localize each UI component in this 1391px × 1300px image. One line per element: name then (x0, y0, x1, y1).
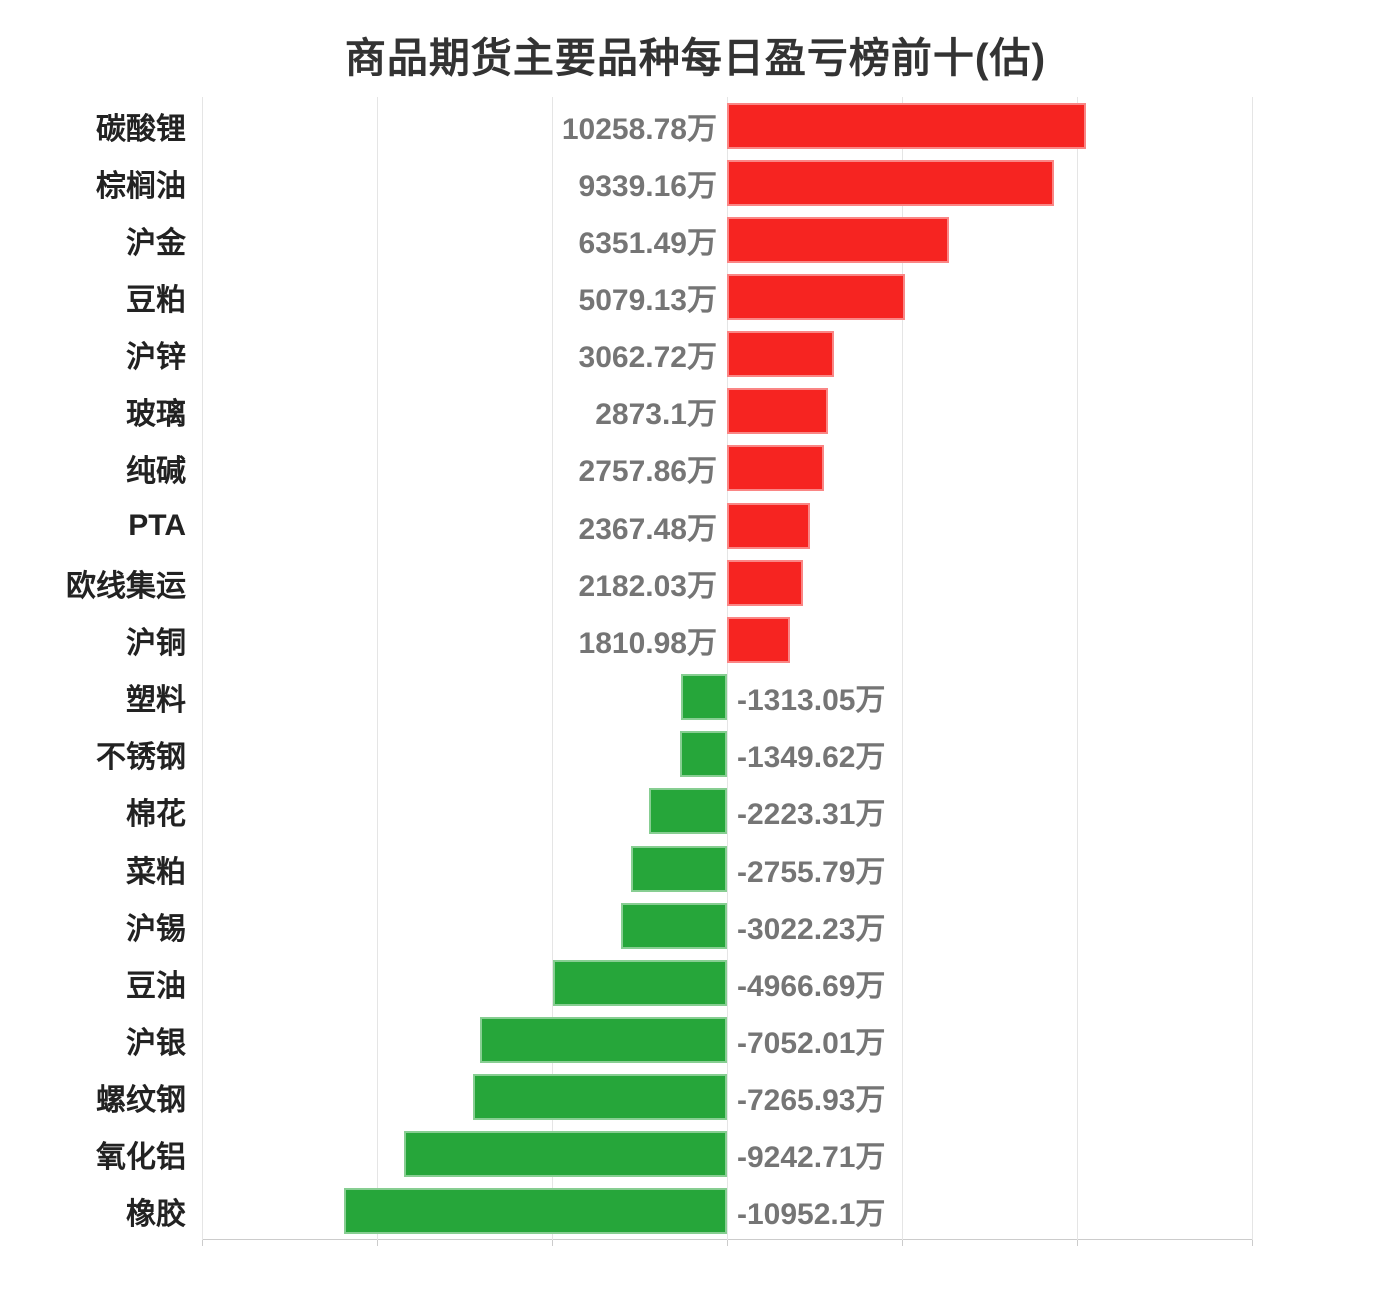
value-label: 2367.48万 (578, 512, 717, 546)
bar-negative[interactable] (480, 1016, 727, 1063)
x-axis-tick (1077, 1240, 1078, 1246)
bar-positive[interactable] (727, 274, 905, 320)
category-label: 碳酸锂 (96, 112, 186, 146)
bar-positive[interactable] (727, 388, 828, 435)
bar-row: 纯碱 2757.86万 (126, 440, 1252, 497)
bar-row: 不锈钢 -1349.62万 (96, 726, 1252, 783)
value-label: -7265.93万 (737, 1084, 886, 1118)
bar-row: 棉花 -2223.31万 (126, 783, 1252, 840)
bar-negative[interactable] (343, 1188, 727, 1235)
value-label: 2182.03万 (578, 569, 717, 603)
value-label: 10258.78万 (561, 112, 717, 146)
category-label: 菜粕 (126, 855, 186, 889)
x-axis-tick (727, 1240, 728, 1246)
bar-row: 沪铜 1810.98万 (126, 611, 1252, 668)
category-label: 豆油 (126, 969, 186, 1003)
gridline (727, 97, 728, 1240)
category-label: 氧化铝 (96, 1141, 186, 1175)
category-label: 橡胶 (126, 1198, 186, 1232)
value-label: 2873.1万 (595, 398, 717, 432)
bar-positive[interactable] (727, 102, 1087, 149)
bar-positive[interactable] (727, 559, 804, 606)
category-label: PTA (128, 508, 186, 542)
bar-negative[interactable] (630, 845, 727, 892)
value-label: -7052.01万 (737, 1026, 886, 1060)
bar-row: 欧线集运 2182.03万 (66, 554, 1252, 611)
bar-positive[interactable] (727, 216, 950, 263)
x-axis-tick (902, 1240, 903, 1246)
value-label: -2223.31万 (737, 798, 886, 832)
bar-positive[interactable] (727, 331, 835, 378)
bar-negative[interactable] (681, 674, 727, 721)
bar-row: 沪锌 3062.72万 (126, 326, 1252, 383)
category-label: 玻璃 (126, 398, 186, 432)
plot-area: 碳酸锂 10258.78万棕榈油 9339.16万沪金 6351.49万豆粕 5079.… (66, 97, 1253, 1246)
value-label: 9339.16万 (578, 169, 717, 203)
gridline (1252, 97, 1253, 1240)
bar-row: 豆粕 5079.13万 (126, 268, 1252, 325)
gridline (202, 97, 203, 1240)
bar-row: 碳酸锂 10258.78万 (96, 97, 1252, 154)
bar-positive[interactable] (727, 616, 791, 663)
x-axis-tick (1252, 1240, 1253, 1246)
bar-negative[interactable] (679, 731, 727, 778)
category-label: 欧线集运 (66, 569, 186, 603)
category-label: 不锈钢 (96, 741, 186, 775)
bar-row: 沪银 -7052.01万 (126, 1011, 1252, 1068)
value-label: -1349.62万 (737, 741, 886, 775)
bar-row: 橡胶 -10952.1万 (126, 1183, 1252, 1240)
value-label: -4966.69万 (737, 969, 886, 1003)
value-label: 3062.72万 (578, 341, 717, 375)
bar-row: 沪锡 -3022.23万 (126, 897, 1252, 954)
value-label: -3022.23万 (737, 912, 886, 946)
gridline (902, 97, 903, 1240)
value-label: -1313.05万 (737, 684, 886, 718)
category-label: 螺纹钢 (96, 1084, 186, 1118)
bar-row: 菜粕 -2755.79万 (126, 840, 1252, 897)
value-label: 6351.49万 (578, 226, 717, 260)
value-label: 2757.86万 (578, 455, 717, 489)
value-label: -2755.79万 (737, 855, 886, 889)
bar-positive[interactable] (727, 502, 810, 549)
category-label: 豆粕 (126, 284, 186, 317)
bar-negative[interactable] (649, 788, 727, 835)
chart-title: 商品期货主要品种每日盈亏榜前十(估) (344, 35, 1047, 81)
bar-row: 沪金 6351.49万 (126, 211, 1252, 268)
gridline (1077, 97, 1078, 1240)
gridline (552, 97, 553, 1240)
category-label: 棕榈油 (96, 169, 186, 203)
category-label: 纯碱 (126, 455, 186, 489)
bar-row: 棕榈油 9339.16万 (96, 154, 1252, 211)
x-axis-tick (377, 1240, 378, 1246)
category-label: 沪金 (126, 226, 186, 260)
bar-row: PTA 2367.48万 (128, 497, 1252, 554)
category-label: 塑料 (126, 684, 186, 718)
bar-positive[interactable] (727, 159, 1054, 206)
bar-negative[interactable] (472, 1074, 727, 1121)
bar-row: 豆油 -4966.69万 (126, 954, 1252, 1011)
bar-positive[interactable] (727, 445, 824, 492)
bar-negative[interactable] (553, 959, 727, 1006)
category-label: 沪锡 (126, 912, 186, 946)
bar-row: 塑料 -1313.05万 (126, 669, 1252, 726)
bar-row: 氧化铝 -9242.71万 (96, 1126, 1252, 1183)
bar-negative[interactable] (621, 902, 727, 949)
bar-row: 玻璃 2873.1万 (126, 383, 1252, 440)
x-axis-tick (552, 1240, 553, 1246)
x-axis-tick (202, 1240, 203, 1246)
category-label: 沪银 (126, 1026, 186, 1060)
value-label: -10952.1万 (737, 1198, 886, 1232)
category-label: 棉花 (126, 798, 186, 832)
category-label: 沪锌 (126, 341, 186, 375)
value-label: -9242.71万 (737, 1141, 886, 1175)
value-label: 5079.13万 (578, 284, 717, 317)
value-label: 1810.98万 (578, 626, 717, 660)
gridline (377, 97, 378, 1240)
bar-negative[interactable] (403, 1131, 727, 1178)
category-label: 沪铜 (126, 626, 186, 660)
bar-row: 螺纹钢 -7265.93万 (96, 1069, 1252, 1126)
